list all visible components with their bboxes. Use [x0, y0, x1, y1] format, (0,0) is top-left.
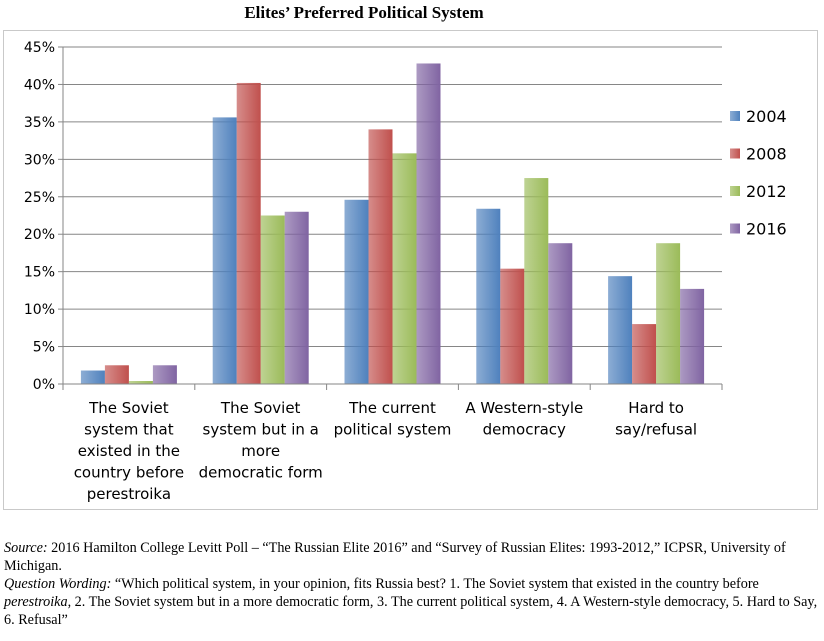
- question-note: Question Wording: “Which political syste…: [4, 575, 820, 629]
- bar-2012: [656, 243, 681, 384]
- bar-2016: [416, 63, 441, 384]
- source-text: 2016 Hamilton College Levitt Poll – “The…: [4, 540, 786, 574]
- bar-2012: [524, 178, 549, 384]
- bar-2016: [548, 243, 573, 384]
- legend-label-2008: 2008: [746, 145, 787, 164]
- legend-swatch-2012: [730, 186, 740, 196]
- question-text-before: “Which political system, in your opinion…: [114, 576, 759, 592]
- chart-frame: [3, 30, 818, 510]
- bar-2016: [680, 288, 705, 384]
- y-tick-label: 35%: [24, 115, 55, 131]
- chart-title: Elites’ Preferred Political System: [244, 3, 484, 22]
- bar-2004: [80, 370, 105, 384]
- chart-footnote: Source: 2016 Hamilton College Levitt Pol…: [4, 539, 820, 629]
- bar-2004: [476, 208, 501, 384]
- legend-swatch-2008: [730, 148, 740, 159]
- y-tick-label: 20%: [24, 227, 55, 243]
- legend-label-2012: 2012: [746, 182, 787, 201]
- x-category-label: Hard to say/refusal: [615, 399, 697, 439]
- bar-chart: 0% 5% 10% 15% 20% 25% 30% 35% 40% 45% The Soviet sy…: [24, 40, 787, 503]
- x-category-label: A Western-style democracy: [465, 399, 583, 439]
- bar-2012: [260, 215, 285, 384]
- bar-2008: [632, 324, 657, 384]
- y-tick-label: 15%: [24, 265, 55, 281]
- y-tick-label: 45%: [24, 40, 55, 56]
- x-category-label: The Soviet system but in a more democratic …: [199, 399, 323, 482]
- y-tick-label: 10%: [24, 302, 55, 318]
- legend-label-2004: 2004: [746, 107, 787, 126]
- bar-2004: [344, 199, 369, 384]
- bar-2008: [500, 268, 525, 384]
- bar-2016: [152, 365, 177, 384]
- bar-2004: [608, 276, 633, 384]
- bar-2012: [392, 153, 417, 384]
- bar-2012: [128, 381, 153, 384]
- question-label: Question Wording:: [4, 576, 112, 592]
- question-italic-word: perestroika: [4, 594, 68, 610]
- source-label: Source:: [4, 540, 48, 556]
- legend-swatch-2004: [730, 111, 740, 121]
- bar-2008: [104, 365, 129, 384]
- y-tick-label: 30%: [24, 152, 55, 168]
- bar-2004: [212, 117, 237, 384]
- y-tick-label: 5%: [33, 340, 55, 356]
- y-tick-label: 40%: [24, 77, 55, 93]
- y-tick-label: 0%: [33, 377, 55, 393]
- bar-2016: [284, 211, 309, 384]
- x-category-label: The current political system: [334, 399, 452, 439]
- y-tick-label: 25%: [24, 190, 55, 206]
- x-category-label: The Soviet system that existed in the count…: [74, 399, 184, 503]
- source-note: Source: 2016 Hamilton College Levitt Pol…: [4, 539, 820, 575]
- bar-2008: [368, 129, 393, 384]
- question-text-after: , 2. The Soviet system but in a more dem…: [4, 594, 818, 628]
- legend-label-2016: 2016: [746, 220, 787, 239]
- legend-swatch-2016: [730, 223, 740, 234]
- bar-2008: [236, 82, 261, 385]
